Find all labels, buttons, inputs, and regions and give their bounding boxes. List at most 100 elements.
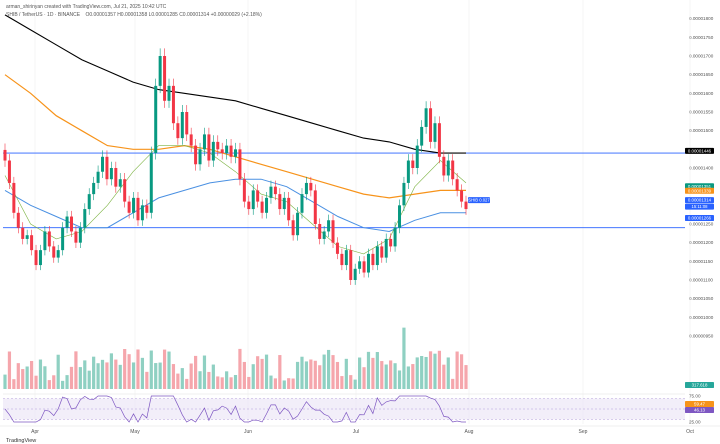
candle-body (406, 160, 410, 183)
rsi-tag-label: 46.13 (694, 408, 706, 413)
volume-bar (402, 327, 406, 389)
candle (3, 143, 7, 167)
candle (358, 256, 362, 274)
candle-body (242, 179, 246, 202)
candle-body (207, 134, 211, 161)
volume-bar (304, 361, 309, 389)
candle-body (225, 145, 229, 154)
rsi-line (4, 395, 466, 423)
candle-body (34, 250, 38, 266)
candle-body (118, 179, 122, 187)
price-tag (685, 187, 714, 194)
volume-bar (56, 354, 60, 389)
symbol-line: SHIB / TetherUS · 1D · BINANCE O0.000013… (6, 12, 262, 18)
candle-body (327, 220, 331, 232)
volume-bar (176, 373, 180, 389)
candle (225, 139, 229, 160)
candle-body (265, 197, 269, 213)
volume-bar (428, 351, 433, 389)
candle-body (429, 108, 433, 142)
y-tick-label: 0.00001650 (689, 72, 714, 77)
volume-bar (415, 357, 419, 389)
volume-bar (256, 356, 260, 389)
candle (21, 222, 25, 245)
volume-bar (397, 370, 402, 389)
volume-bar (446, 357, 450, 389)
candle-body (464, 201, 468, 210)
volume-bar (3, 374, 7, 389)
candle (114, 161, 118, 193)
volume-bar (264, 354, 269, 389)
volume-bar (154, 363, 158, 389)
symbol-label[interactable]: SHIB / TetherUS · 1D · BINANCE (6, 12, 81, 18)
candle (437, 116, 441, 164)
last-price-tag-label: SHIB 0.027 (468, 198, 490, 203)
candle (464, 195, 468, 215)
volume-bar (331, 355, 335, 389)
candle (12, 176, 16, 219)
price-tag-label: 0.00001314 (688, 198, 712, 203)
candle-body (220, 149, 224, 154)
candle-body (3, 149, 7, 161)
candle-body (202, 134, 206, 150)
price-tag (685, 215, 714, 222)
volume-bar (74, 351, 78, 389)
candle (256, 184, 260, 208)
candle-body (136, 197, 140, 221)
x-tick-label: Aug (465, 429, 474, 435)
candle (446, 154, 450, 182)
rsi-tick-label: 25.00 (689, 420, 701, 425)
candle (353, 263, 357, 285)
candle (96, 165, 100, 190)
volume-bar (185, 378, 189, 389)
candle (291, 214, 295, 241)
volume-bar (459, 354, 464, 389)
candle-body (69, 216, 73, 232)
volume-bar (83, 360, 87, 389)
volume-bar (136, 349, 140, 389)
candle (69, 210, 73, 237)
candle-body (132, 197, 136, 213)
candle-body (92, 182, 96, 195)
candle (101, 150, 105, 178)
candle-body (43, 231, 47, 251)
candle (229, 139, 233, 164)
countdown-label: 15:11:08 (692, 204, 709, 209)
y-tick-label: 0.00001000 (689, 315, 714, 320)
candle-body (185, 112, 189, 135)
candle (78, 222, 82, 249)
candle-body (105, 156, 109, 180)
candle-body (154, 85, 158, 154)
candle (176, 116, 180, 145)
candle-body (87, 194, 91, 210)
candle (136, 191, 140, 226)
candle (34, 244, 38, 271)
volume-bar (291, 378, 295, 389)
candle (349, 244, 353, 285)
candle-body (269, 186, 273, 198)
volume-bar (411, 364, 415, 389)
candle (158, 48, 162, 94)
y-tick-label: 0.00001400 (689, 166, 714, 171)
candle-body (433, 123, 437, 142)
candle (16, 207, 20, 234)
candle-body (123, 179, 127, 202)
candle-body (65, 216, 69, 228)
candle-body (180, 112, 184, 139)
volume-bar (87, 370, 91, 389)
candle-body (296, 212, 300, 236)
candle (322, 225, 326, 245)
y-tick-label: 0.00001250 (689, 222, 714, 227)
volume-bar (118, 364, 122, 389)
y-tick-label: 0.00001100 (689, 278, 713, 283)
price-tag-label: 0.00001339 (688, 188, 712, 193)
candle (282, 191, 286, 215)
candle-body (145, 205, 149, 213)
candle (83, 203, 87, 234)
y-tick-label: 0.00001050 (689, 296, 714, 301)
candle (402, 176, 406, 212)
y-tick-label: 0.00001500 (689, 128, 714, 133)
volume-bar (92, 356, 96, 389)
